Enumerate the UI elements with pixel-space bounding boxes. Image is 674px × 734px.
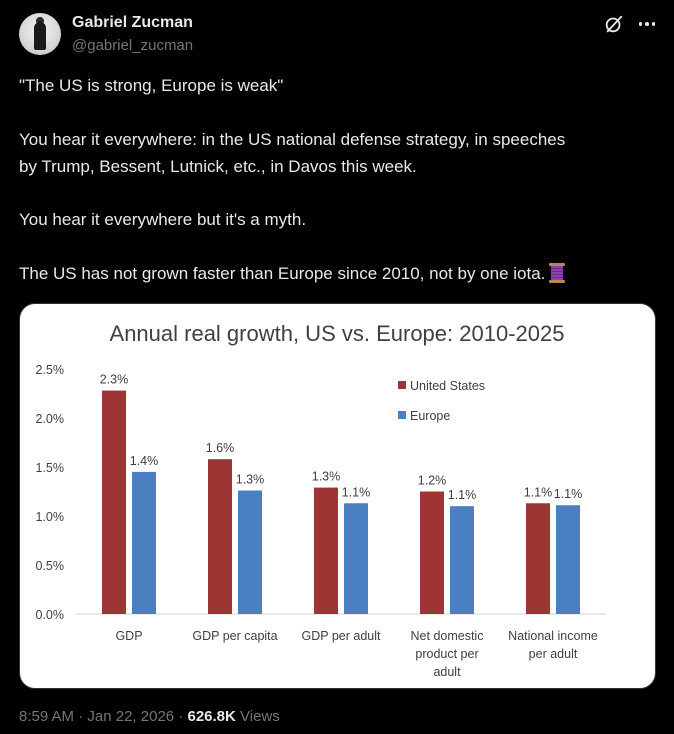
data-label-united-states: 1.3% bbox=[312, 470, 341, 484]
tweet-line-5: The US has not grown faster than Europe … bbox=[19, 261, 566, 287]
x-tick-label: National income bbox=[508, 629, 598, 643]
display-name[interactable]: Gabriel Zucman bbox=[72, 14, 193, 31]
tweet-line-1: "The US is strong, Europe is weak" bbox=[19, 76, 284, 95]
bar-united-states bbox=[102, 390, 126, 614]
y-tick-label: 1.0% bbox=[36, 510, 65, 524]
x-tick-label: Net domestic bbox=[411, 629, 484, 643]
legend-label-europe: Europe bbox=[410, 409, 450, 423]
more-icon[interactable] bbox=[636, 13, 658, 35]
data-label-united-states: 1.6% bbox=[206, 441, 235, 455]
bar-united-states bbox=[208, 459, 232, 614]
bar-europe bbox=[556, 505, 580, 614]
avatar[interactable] bbox=[19, 13, 61, 55]
thread-emoji-icon bbox=[548, 263, 566, 283]
data-label-europe: 1.3% bbox=[236, 473, 265, 487]
y-tick-label: 2.5% bbox=[36, 363, 65, 377]
legend-swatch-europe bbox=[398, 411, 406, 419]
growth-chart: Annual real growth, US vs. Europe: 2010-… bbox=[36, 321, 606, 679]
y-tick-label: 0.0% bbox=[36, 608, 65, 622]
data-label-united-states: 2.3% bbox=[100, 373, 129, 387]
bar-united-states bbox=[420, 491, 444, 614]
bar-united-states bbox=[314, 487, 338, 614]
tweet-meta: 8:59 AM · Jan 22, 2026 · 626.8K Views bbox=[19, 708, 280, 725]
x-tick-label: per adult bbox=[529, 647, 578, 661]
bar-europe bbox=[238, 490, 262, 614]
y-tick-label: 0.5% bbox=[36, 559, 65, 573]
avatar-figure bbox=[34, 22, 46, 50]
y-tick-label: 1.5% bbox=[36, 461, 65, 475]
avatar-head bbox=[36, 17, 44, 25]
grok-icon[interactable] bbox=[603, 13, 625, 35]
bar-united-states bbox=[526, 503, 550, 614]
bar-europe bbox=[132, 471, 156, 614]
y-tick-label: 2.0% bbox=[36, 412, 65, 426]
data-label-united-states: 1.2% bbox=[418, 474, 447, 488]
data-label-europe: 1.1% bbox=[554, 487, 583, 501]
tweet-line-3: by Trump, Bessent, Lutnick, etc., in Dav… bbox=[19, 157, 417, 176]
user-handle[interactable]: @gabriel_zucman bbox=[72, 37, 194, 54]
meta-separator: · bbox=[178, 708, 184, 725]
bar-europe bbox=[344, 503, 368, 614]
bar-europe bbox=[450, 506, 474, 614]
x-tick-label: GDP per capita bbox=[192, 629, 277, 643]
data-label-europe: 1.1% bbox=[342, 485, 371, 499]
data-label-united-states: 1.1% bbox=[524, 485, 553, 499]
chart-image[interactable]: Annual real growth, US vs. Europe: 2010-… bbox=[19, 303, 656, 689]
chart-title: Annual real growth, US vs. Europe: 2010-… bbox=[110, 321, 565, 346]
x-tick-label: adult bbox=[433, 665, 461, 679]
x-tick-label: product per bbox=[415, 647, 478, 661]
data-label-europe: 1.4% bbox=[130, 454, 159, 468]
tweet-date[interactable]: Jan 22, 2026 bbox=[87, 708, 175, 725]
views-count: 626.8K bbox=[187, 708, 236, 725]
x-tick-label: GDP bbox=[115, 629, 142, 643]
views-label: Views bbox=[240, 708, 280, 725]
legend-swatch-united-states bbox=[398, 381, 406, 389]
x-tick-label: GDP per adult bbox=[302, 629, 382, 643]
tweet-line-4: You hear it everywhere but it's a myth. bbox=[19, 210, 307, 229]
legend-label-united-states: United States bbox=[410, 379, 485, 393]
tweet-time[interactable]: 8:59 AM bbox=[19, 708, 75, 725]
tweet-line-5-text: The US has not grown faster than Europe … bbox=[19, 264, 546, 283]
data-label-europe: 1.1% bbox=[448, 488, 477, 502]
tweet-line-2: You hear it everywhere: in the US nation… bbox=[19, 130, 566, 149]
meta-separator: · bbox=[78, 708, 84, 725]
